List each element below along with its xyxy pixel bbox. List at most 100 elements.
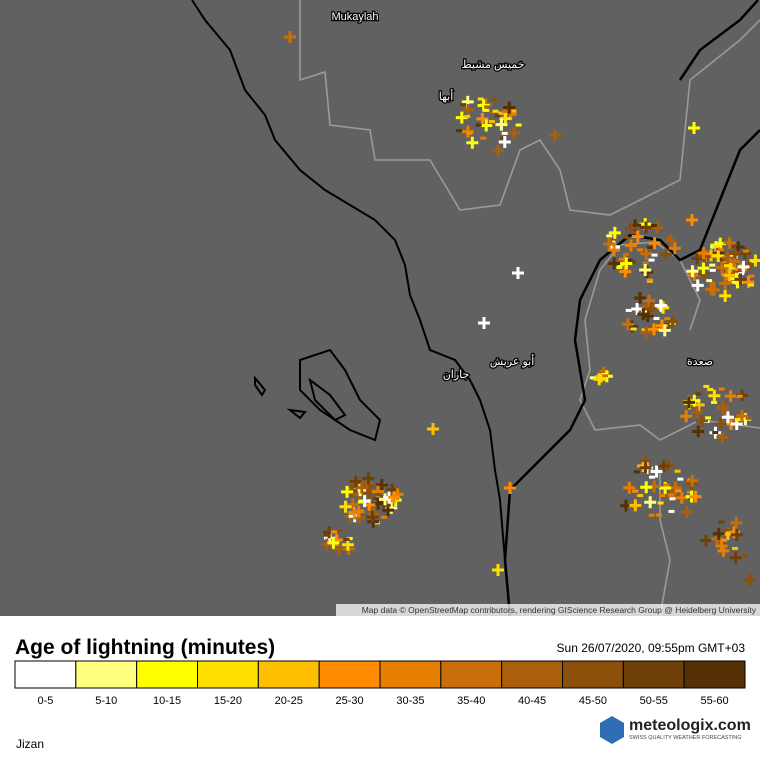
lightning-strike [339, 500, 352, 513]
lightning-strike [508, 126, 521, 139]
legend-swatch [440, 660, 503, 689]
lightning-strike [749, 254, 760, 267]
lightning-strike [738, 247, 751, 260]
lightning-strike [719, 289, 732, 302]
lightning-strike [625, 222, 638, 235]
lightning-strike [512, 267, 524, 279]
lightning-strike [721, 252, 734, 265]
lightning-strike [640, 326, 653, 339]
legend-label: 45-50 [579, 695, 607, 707]
attribution[interactable]: Map data © OpenStreetMap contributors, r… [362, 605, 757, 615]
legend-swatch [14, 660, 77, 689]
place-label: جازان [443, 369, 470, 381]
lightning-strike [499, 112, 512, 125]
lightning-strike [648, 237, 661, 250]
timestamp: Sun 26/07/2020, 09:55pm GMT+03 [557, 641, 746, 655]
legend-label: 55-60 [701, 695, 729, 707]
lightning-strike [647, 323, 660, 336]
lightning-strike [712, 250, 725, 263]
lightning-strike [495, 118, 508, 131]
lightning-strike [608, 226, 621, 239]
legend-scale: 0-5 5-10 10-15 15-20 20-25 25-30 30-35 35-40 40-… [14, 660, 746, 707]
lightning-strike [697, 262, 710, 275]
lightning-strike [705, 283, 718, 296]
lightning-strike [629, 499, 642, 512]
brand-tagline: SWISS QUALITY WEATHER FORECASTING [629, 735, 742, 741]
lightning-strike [680, 410, 693, 423]
lightning-strike [352, 505, 365, 518]
legend-label: 5-10 [95, 695, 117, 707]
legend-label: 15-20 [214, 695, 242, 707]
lightning-strike [692, 425, 705, 438]
lightning-strike [327, 536, 340, 549]
lightning-strike [640, 221, 653, 234]
brand[interactable]: meteologix.com SWISS QUALITY WEATHER FOR… [600, 716, 751, 744]
legend-title: Age of lightning (minutes) [15, 636, 275, 659]
map: Mukaylah أبها خميس مشيط جازان أبو عريش ص… [0, 0, 760, 616]
lightning-strike [730, 528, 743, 541]
lightning-strike [689, 490, 702, 503]
legend-label: 0-5 [37, 695, 53, 707]
lightning-strike [492, 564, 504, 576]
place-label: خميس مشيط [461, 59, 524, 71]
lightning-strike [658, 324, 671, 337]
lightning-strike [549, 129, 561, 141]
brand-logo [600, 716, 624, 744]
coastline [191, 0, 511, 616]
attribution-bg [336, 604, 760, 616]
legend: Age of lightning (minutes) Sun 26/07/202… [14, 636, 751, 751]
lightning-strike [686, 265, 699, 278]
lightning-strike [744, 574, 756, 586]
place-label: أبها [439, 89, 454, 103]
lightning-strike [715, 539, 728, 552]
lightning-strike [480, 119, 493, 132]
lightning-strike [723, 236, 736, 249]
lightning-strike [621, 318, 634, 331]
lightning-strike [388, 491, 401, 504]
lightning-strike [640, 247, 653, 260]
lightning-strike [644, 496, 657, 509]
lightning-strike [729, 551, 742, 564]
lightning-strike [355, 481, 368, 494]
lightning-strike [717, 402, 730, 415]
legend-label: 25-30 [336, 695, 364, 707]
legend-swatch [257, 660, 320, 689]
lightning-strike [461, 125, 474, 138]
location: Jizan [16, 737, 44, 751]
lightning-strike [714, 417, 727, 430]
lightning-strike [375, 479, 388, 492]
lightning-strike [641, 265, 654, 278]
legend-swatch [136, 660, 199, 689]
lightning-strike [624, 239, 637, 252]
lightning-strike [686, 214, 698, 226]
lightning-strike [284, 31, 296, 43]
country-border [503, 0, 760, 616]
lightning-strike [427, 423, 439, 435]
place-label: صعدة [687, 356, 713, 368]
legend-swatch [75, 660, 138, 689]
legend-label: 30-35 [396, 695, 424, 707]
lightning-strike [657, 460, 670, 473]
lightning-strike [737, 260, 750, 273]
lightning-strike [504, 482, 516, 494]
lightning-strike [644, 302, 657, 315]
lightning-strike [631, 303, 644, 316]
lightning-strike [650, 221, 663, 234]
lightning-strike [730, 516, 743, 529]
lightning-strike [690, 406, 703, 419]
legend-label: 40-45 [518, 695, 546, 707]
lightning-strike [669, 481, 682, 494]
lightning-strike [682, 396, 695, 409]
lightning-strike [492, 144, 505, 157]
legend-swatch [318, 660, 381, 689]
lightning-strike [593, 373, 606, 386]
lightning-strike [666, 315, 679, 328]
lightning-strike [668, 242, 681, 255]
lightning-strike [643, 294, 656, 307]
legend-swatch [562, 660, 624, 689]
place-label: Mukaylah [331, 11, 378, 23]
lightning-strike [708, 389, 721, 402]
lightning-strike [712, 527, 725, 540]
legend-swatch [683, 660, 746, 689]
lightning-strike [657, 301, 670, 314]
